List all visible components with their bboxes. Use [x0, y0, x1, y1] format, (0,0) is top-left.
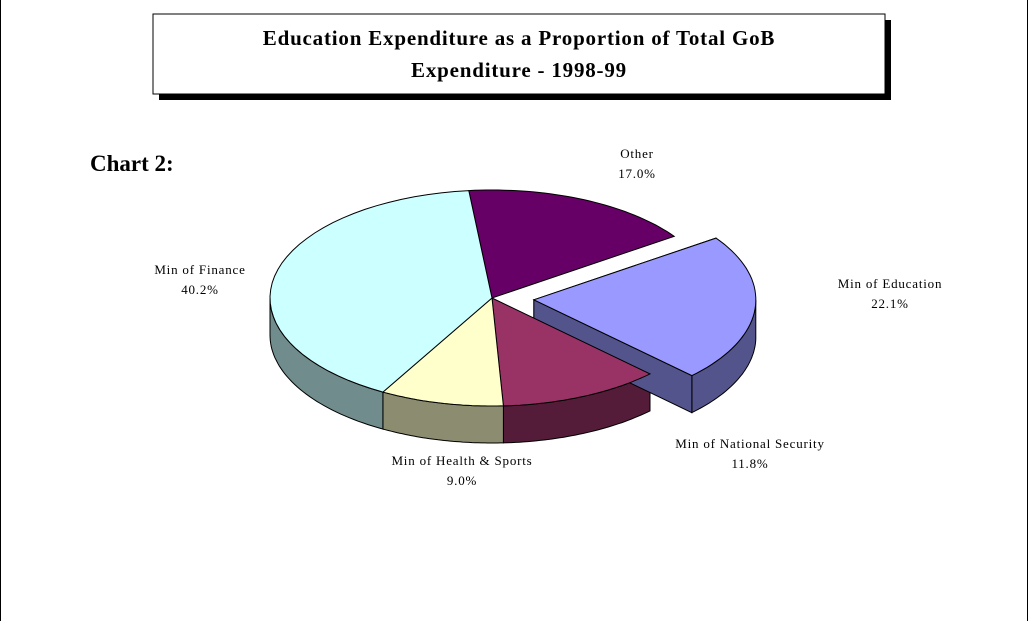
slice-value-label: 40.2% — [181, 282, 219, 297]
slice-value-label: 9.0% — [447, 473, 477, 488]
chart-title: Expenditure - 1998-99 — [411, 58, 627, 82]
slice — [491, 297, 652, 407]
chart-subtitle: Chart 2: — [90, 151, 174, 176]
slice-label: Min of Education — [838, 276, 943, 291]
pie — [269, 189, 757, 444]
title-box — [152, 13, 886, 95]
slice — [381, 296, 504, 407]
slice-label: Min of Health & Sports — [391, 453, 532, 468]
slice-label: Min of Finance — [154, 262, 245, 277]
slice — [532, 237, 757, 377]
slice-value-label: 17.0% — [618, 166, 656, 181]
slice — [468, 189, 676, 299]
slice-label: Min of National Security — [675, 436, 825, 451]
slice-label: Other — [620, 146, 654, 161]
slice — [269, 190, 493, 393]
slice-value-label: 11.8% — [731, 456, 768, 471]
chart-title: Education Expenditure as a Proportion of… — [263, 26, 775, 50]
slice-value-label: 22.1% — [871, 296, 909, 311]
